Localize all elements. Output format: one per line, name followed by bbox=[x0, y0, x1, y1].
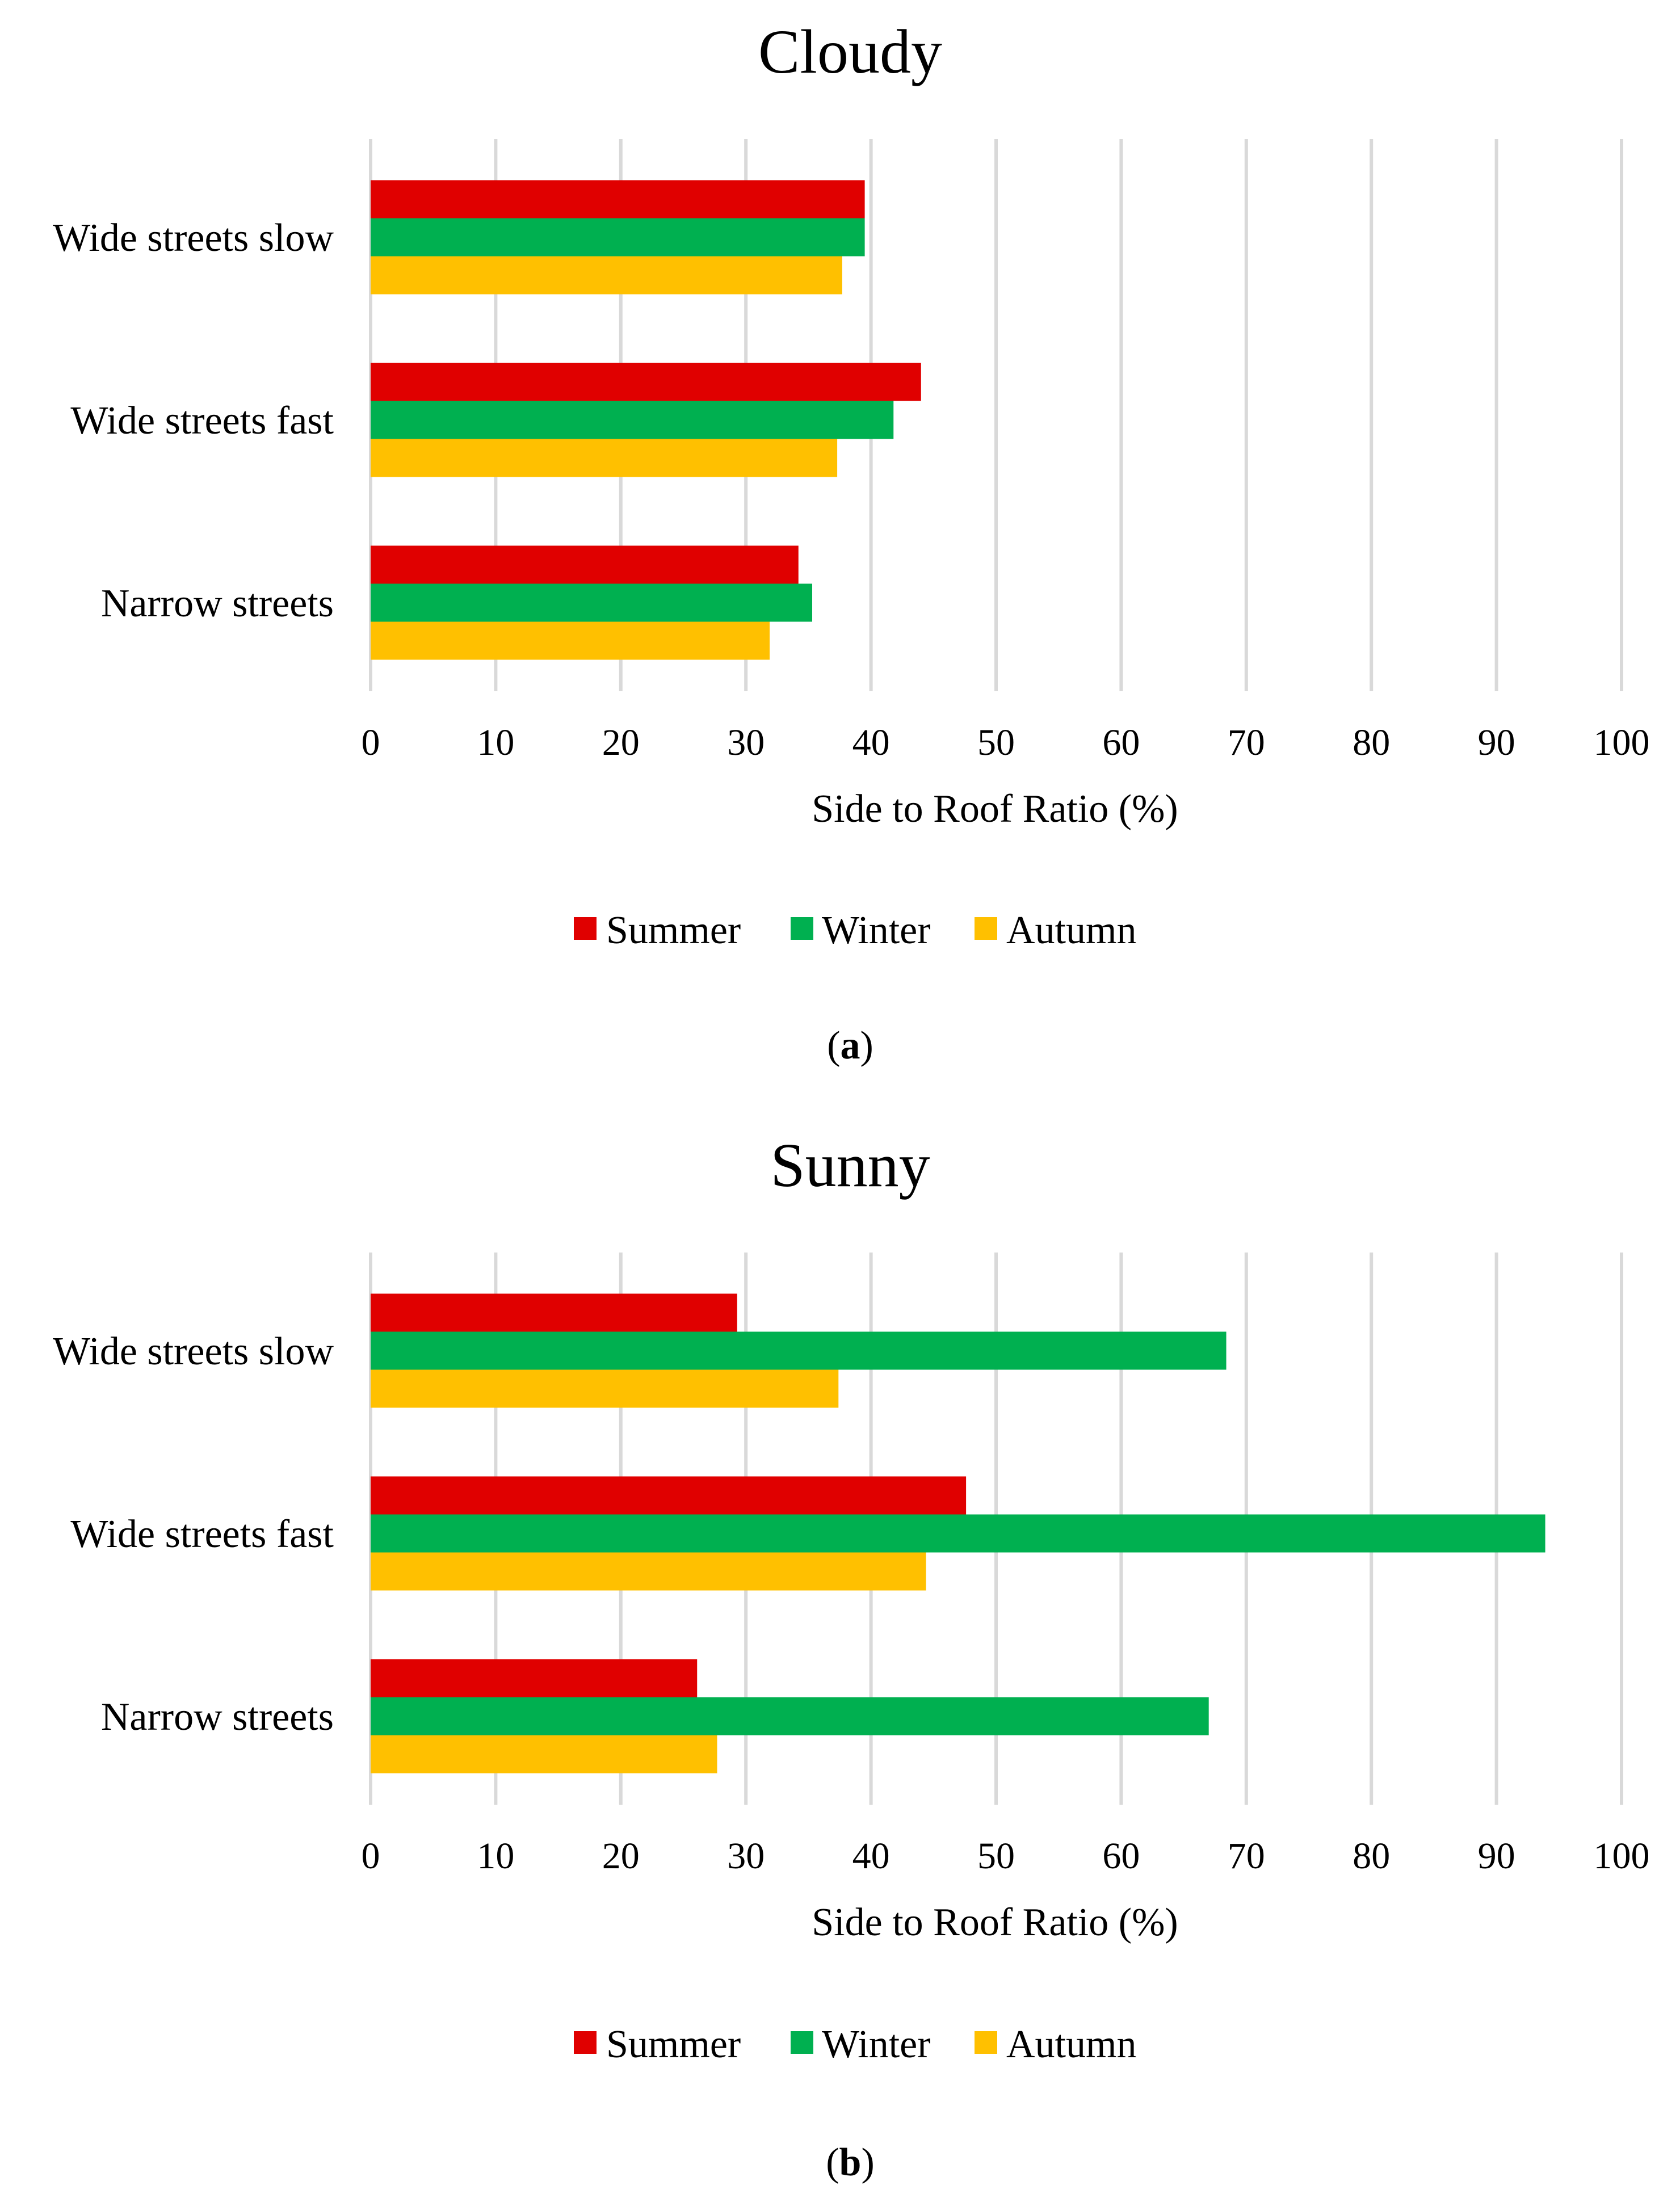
x-tick-label: 80 bbox=[1353, 1835, 1390, 1877]
bar-winter bbox=[371, 218, 865, 257]
bar-autumn bbox=[371, 1735, 717, 1773]
bar-winter bbox=[371, 401, 894, 439]
bar-summer bbox=[371, 180, 865, 218]
x-tick-label: 90 bbox=[1478, 1835, 1515, 1877]
legend-label-winter: Winter bbox=[822, 909, 931, 952]
legend-label-autumn: Autumn bbox=[1006, 909, 1136, 952]
x-tick-label: 70 bbox=[1228, 722, 1265, 763]
x-tick-label: 50 bbox=[977, 1835, 1015, 1877]
legend-swatch-summer bbox=[574, 2031, 597, 2054]
category-label: Wide streets slow bbox=[53, 1330, 334, 1373]
x-tick-label: 10 bbox=[477, 1835, 514, 1877]
category-label: Wide streets fast bbox=[70, 399, 334, 443]
bar-autumn bbox=[371, 621, 770, 660]
bar-autumn bbox=[371, 256, 842, 295]
legend-swatch-winter bbox=[791, 2031, 813, 2054]
legend-label-winter: Winter bbox=[822, 2023, 931, 2066]
bar-winter bbox=[371, 1514, 1545, 1553]
bar-summer bbox=[371, 363, 921, 401]
panel-label: (b) bbox=[826, 2141, 875, 2184]
category-label: Wide streets fast bbox=[70, 1512, 334, 1556]
legend-swatch-autumn bbox=[975, 2031, 997, 2054]
x-tick-label: 20 bbox=[602, 722, 640, 763]
x-tick-label: 70 bbox=[1228, 1835, 1265, 1877]
legend-label-summer: Summer bbox=[606, 909, 741, 952]
x-tick-label: 90 bbox=[1478, 722, 1515, 763]
x-tick-label: 0 bbox=[362, 722, 380, 763]
x-tick-label: 100 bbox=[1594, 1835, 1650, 1877]
x-tick-label: 80 bbox=[1353, 722, 1390, 763]
bar-summer bbox=[371, 545, 799, 584]
x-tick-label: 40 bbox=[852, 722, 890, 763]
x-tick-label: 60 bbox=[1102, 1835, 1140, 1877]
x-tick-label: 20 bbox=[602, 1835, 640, 1877]
x-tick-label: 100 bbox=[1594, 722, 1650, 763]
bar-winter bbox=[371, 1697, 1209, 1735]
x-tick-label: 10 bbox=[477, 722, 514, 763]
x-axis-label: Side to Roof Ratio (%) bbox=[812, 787, 1178, 831]
x-tick-label: 50 bbox=[977, 722, 1015, 763]
chart-panel-sunny: Sunny Wide streets slow Wide streets fast… bbox=[53, 1130, 1649, 2184]
bar-winter bbox=[371, 1331, 1227, 1370]
x-tick-label: 30 bbox=[727, 1835, 765, 1877]
bar-summer bbox=[371, 1659, 698, 1697]
category-label: Wide streets slow bbox=[53, 216, 334, 260]
bar-autumn bbox=[371, 1552, 926, 1591]
x-axis-label: Side to Roof Ratio (%) bbox=[812, 1901, 1178, 1944]
x-tick-label: 60 bbox=[1102, 722, 1140, 763]
category-label: Narrow streets bbox=[101, 1695, 334, 1739]
chart-title: Sunny bbox=[770, 1130, 930, 1200]
x-tick-label: 0 bbox=[362, 1835, 380, 1877]
panel-label: (a) bbox=[827, 1024, 873, 1068]
bar-summer bbox=[371, 1293, 737, 1332]
bar-summer bbox=[371, 1476, 967, 1515]
bar-winter bbox=[371, 583, 813, 622]
x-tick-label: 30 bbox=[727, 722, 765, 763]
legend-swatch-autumn bbox=[975, 917, 997, 940]
legend-swatch-summer bbox=[574, 917, 597, 940]
legend-label-summer: Summer bbox=[606, 2023, 741, 2066]
chart-panel-cloudy: Cloudy Wide streets slow Wide streets fas… bbox=[53, 17, 1649, 1068]
legend-swatch-winter bbox=[791, 917, 813, 940]
x-tick-label: 40 bbox=[852, 1835, 890, 1877]
bar-autumn bbox=[371, 1369, 839, 1408]
category-label: Narrow streets bbox=[101, 582, 334, 625]
legend-label-autumn: Autumn bbox=[1006, 2023, 1136, 2066]
chart-title: Cloudy bbox=[758, 17, 942, 86]
bar-autumn bbox=[371, 439, 838, 477]
